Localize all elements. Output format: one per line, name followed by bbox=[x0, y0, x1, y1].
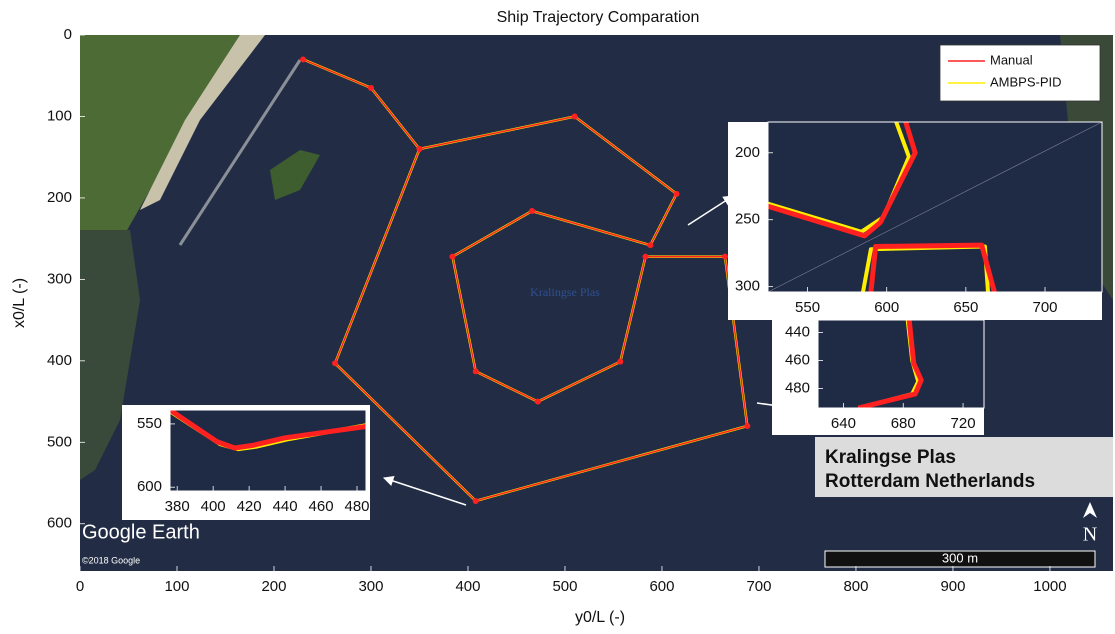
scale-label: 300 m bbox=[942, 550, 978, 565]
legend-label: Manual bbox=[990, 52, 1033, 67]
x-tick-label: 480 bbox=[344, 498, 369, 515]
waypoint-marker bbox=[642, 253, 649, 260]
x-tick-label: 500 bbox=[552, 578, 577, 595]
plot-frame bbox=[817, 319, 985, 409]
lake-label: Kralingse Plas bbox=[530, 285, 600, 299]
scale-bar bbox=[824, 550, 1096, 568]
y-tick-label: 480 bbox=[785, 379, 810, 396]
copyright: ©2018 Google bbox=[82, 555, 140, 565]
waypoint-marker bbox=[367, 84, 374, 91]
y-tick-label: 300 bbox=[735, 278, 760, 295]
waypoint-marker bbox=[647, 242, 654, 249]
x-tick-label: 440 bbox=[273, 498, 298, 515]
waypoint-marker bbox=[300, 56, 307, 63]
waypoint-marker bbox=[472, 497, 479, 504]
trajectory-line bbox=[768, 122, 997, 292]
reference-line bbox=[767, 121, 1103, 293]
trajectory-line bbox=[857, 320, 924, 408]
x-tick-label: 300 bbox=[358, 578, 383, 595]
x-tick-label: 680 bbox=[891, 415, 916, 432]
y-tick-label: 550 bbox=[137, 415, 162, 432]
x-tick-label: 600 bbox=[649, 578, 674, 595]
y-tick-label: 200 bbox=[735, 144, 760, 161]
north-arrow bbox=[1083, 502, 1097, 518]
x-tick-label: 100 bbox=[164, 578, 189, 595]
waypoint-marker bbox=[571, 113, 578, 120]
y-axis-label: x0/L (-) bbox=[11, 278, 28, 328]
waypoint-marker bbox=[416, 146, 423, 153]
x-tick-label: 600 bbox=[874, 299, 899, 316]
x-tick-label: 900 bbox=[940, 578, 965, 595]
x-tick-label: 720 bbox=[951, 415, 976, 432]
waypoint-marker bbox=[673, 190, 680, 197]
x-tick-label: 700 bbox=[746, 578, 771, 595]
y-tick-label: 100 bbox=[47, 107, 72, 124]
legend-box bbox=[939, 44, 1101, 102]
x-tick-label: 640 bbox=[831, 415, 856, 432]
y-tick-label: 300 bbox=[47, 270, 72, 287]
y-tick-label: 200 bbox=[47, 189, 72, 206]
x-tick-label: 400 bbox=[201, 498, 226, 515]
y-tick-label: 460 bbox=[785, 351, 810, 368]
series-group bbox=[300, 56, 751, 504]
x-tick-label: 700 bbox=[1032, 299, 1057, 316]
legend-label: AMBPS-PID bbox=[990, 74, 1062, 89]
y-tick-label: 500 bbox=[47, 433, 72, 450]
y-tick-label: 440 bbox=[785, 324, 810, 341]
x-tick-label: 460 bbox=[309, 498, 334, 515]
x-tick-label: 650 bbox=[953, 299, 978, 316]
inset-plot-area bbox=[170, 410, 366, 491]
waypoint-marker bbox=[744, 423, 751, 430]
x-tick-label: 550 bbox=[795, 299, 820, 316]
waypoint-marker bbox=[472, 368, 479, 375]
x-tick-label: 400 bbox=[455, 578, 480, 595]
waypoint-marker bbox=[534, 398, 541, 405]
plot-frame bbox=[169, 409, 367, 492]
map-label-box bbox=[815, 437, 1113, 497]
y-tick-label: 600 bbox=[137, 478, 162, 495]
x-tick-label: 800 bbox=[843, 578, 868, 595]
x-tick-label: 0 bbox=[76, 578, 84, 595]
x-axis-label: y0/L (-) bbox=[575, 609, 625, 626]
y-tick-label: 400 bbox=[47, 352, 72, 369]
waypoint-marker bbox=[332, 360, 339, 367]
y-tick-label: 0 bbox=[64, 26, 72, 43]
waypoint-marker bbox=[449, 253, 456, 260]
plot-frame bbox=[767, 121, 1103, 293]
waypoint-marker bbox=[528, 207, 535, 214]
map-label: Rotterdam Netherlands bbox=[825, 471, 1035, 492]
inset-plot-area bbox=[818, 320, 984, 408]
x-tick-label: 1000 bbox=[1033, 578, 1066, 595]
y-tick-label: 250 bbox=[735, 211, 760, 228]
series-group bbox=[857, 320, 924, 408]
waypoint-marker bbox=[617, 358, 624, 365]
series-group bbox=[170, 410, 366, 452]
watermark: Google Earth bbox=[82, 521, 200, 543]
chart-title: Ship Trajectory Comparation bbox=[497, 9, 700, 26]
map-label: Kralingse Plas bbox=[825, 447, 956, 468]
trajectory-line bbox=[170, 410, 366, 451]
x-tick-label: 420 bbox=[237, 498, 262, 515]
x-tick-label: 380 bbox=[165, 498, 190, 515]
y-tick-label: 600 bbox=[47, 515, 72, 532]
north-label: N bbox=[1083, 524, 1097, 546]
waypoint-marker bbox=[722, 253, 729, 260]
x-tick-label: 200 bbox=[261, 578, 286, 595]
series-group bbox=[768, 122, 997, 292]
